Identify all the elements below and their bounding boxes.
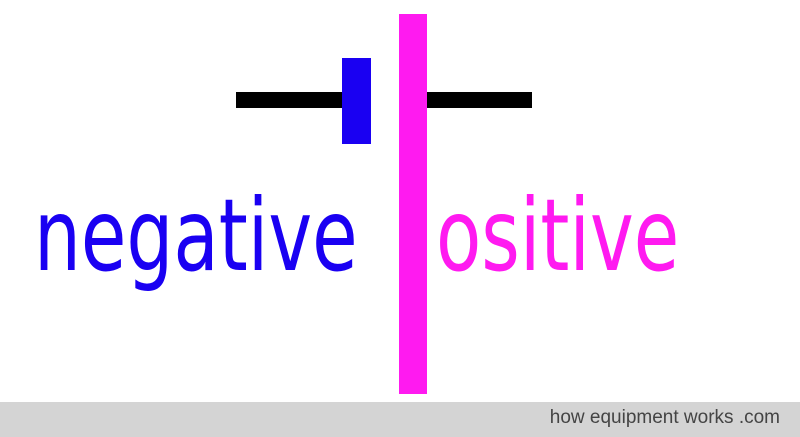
right-lead-wire [427, 92, 532, 108]
negative-label: negative [34, 177, 358, 294]
site-credit: how equipment works .com [549, 407, 780, 428]
positive-label: ositive [436, 177, 680, 294]
footer-bar [0, 402, 800, 437]
positive-plate [399, 14, 427, 394]
left-lead-wire [236, 92, 342, 108]
negative-plate [342, 58, 371, 144]
